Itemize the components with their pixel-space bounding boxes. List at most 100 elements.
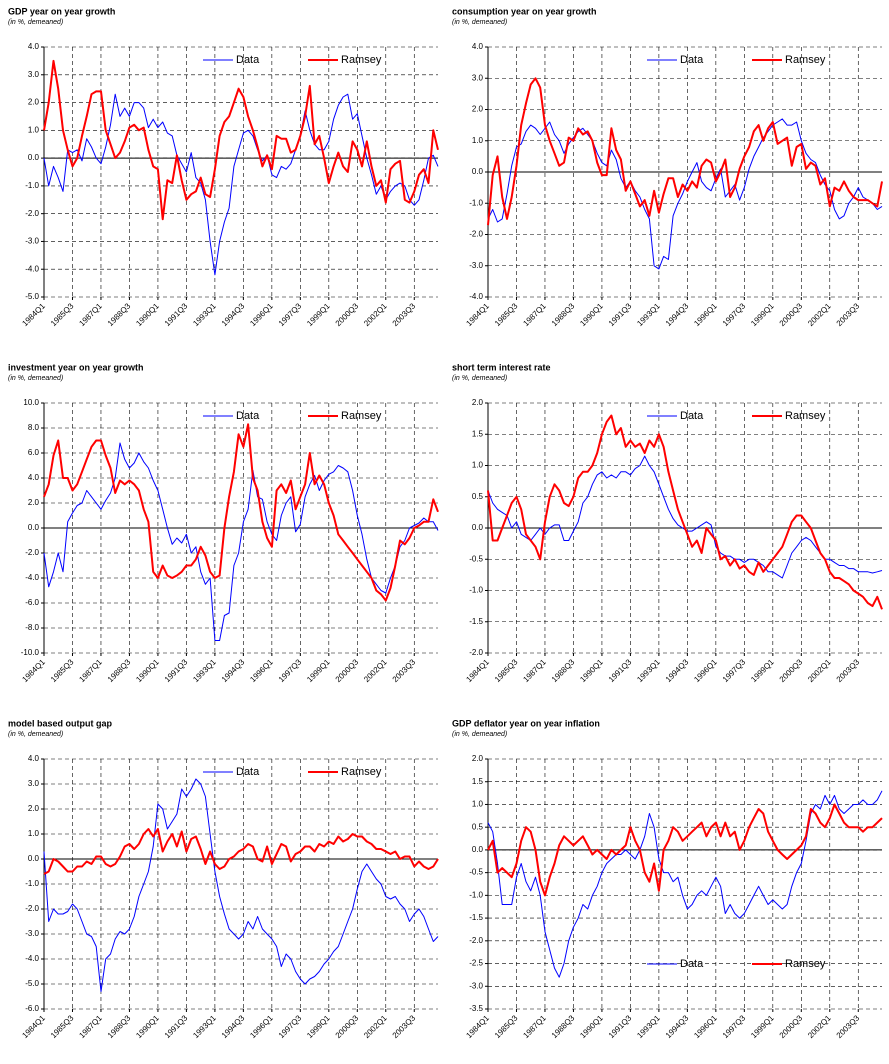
x-tick-label: 2000Q3 bbox=[778, 1013, 805, 1040]
x-tick-label: 1993Q1 bbox=[191, 301, 218, 328]
x-tick-label: 1996Q1 bbox=[248, 1013, 275, 1040]
y-tick-label: -3.5 bbox=[469, 1004, 483, 1013]
chart-panel: investment year on year growth (in %, dem… bbox=[8, 362, 439, 684]
y-tick-label: -10.0 bbox=[21, 648, 40, 657]
x-tick-label: 2002Q1 bbox=[362, 301, 389, 328]
series-line bbox=[43, 778, 439, 992]
y-tick-label: 2.0 bbox=[472, 105, 484, 114]
x-tick-label: 1988Q3 bbox=[550, 1013, 577, 1040]
x-tick-label: 1988Q3 bbox=[106, 1013, 133, 1040]
y-tick-label: 0.0 bbox=[472, 523, 484, 532]
x-tick-label: 1997Q3 bbox=[277, 301, 304, 328]
y-tick-label: 4.0 bbox=[28, 42, 40, 51]
x-tick-label: 1991Q3 bbox=[163, 301, 190, 328]
y-tick-label: -6.0 bbox=[25, 1004, 39, 1013]
x-tick-label: 2002Q1 bbox=[362, 1013, 389, 1040]
y-tick-label: -2.0 bbox=[25, 548, 39, 557]
x-tick-label: 1984Q1 bbox=[464, 657, 491, 684]
y-tick-label: 8.0 bbox=[28, 423, 40, 432]
y-tick-label: -0.5 bbox=[469, 554, 483, 563]
x-tick-label: 2002Q1 bbox=[806, 301, 833, 328]
x-tick-label: 1999Q1 bbox=[305, 657, 332, 684]
y-tick-label: -2.0 bbox=[25, 904, 39, 913]
y-tick-label: 0.5 bbox=[472, 492, 484, 501]
x-tick-label: 1996Q1 bbox=[692, 1013, 719, 1040]
chart-title: GDP deflator year on year inflation bbox=[452, 718, 600, 728]
legend-label: Data bbox=[680, 54, 704, 66]
x-tick-label: 1987Q1 bbox=[521, 301, 548, 328]
y-tick-label: 4.0 bbox=[472, 42, 484, 51]
x-tick-label: 2003Q3 bbox=[835, 301, 862, 328]
y-tick-label: -0.5 bbox=[469, 868, 483, 877]
y-tick-label: 1.0 bbox=[472, 461, 484, 470]
y-tick-label: 2.0 bbox=[28, 498, 40, 507]
x-tick-label: 1990Q1 bbox=[578, 1013, 605, 1040]
y-tick-label: -4.0 bbox=[469, 292, 483, 301]
x-tick-label: 1999Q1 bbox=[305, 1013, 332, 1040]
y-tick-label: -3.0 bbox=[25, 237, 39, 246]
x-tick-label: 1985Q3 bbox=[493, 1013, 520, 1040]
chart-panel: GDP deflator year on year inflation (in %… bbox=[452, 718, 883, 1040]
chart-title: investment year on year growth bbox=[8, 362, 144, 372]
x-tick-label: 1985Q3 bbox=[493, 301, 520, 328]
y-tick-label: -5.0 bbox=[25, 979, 39, 988]
y-tick-label: -1.0 bbox=[469, 198, 483, 207]
series-line bbox=[43, 93, 439, 276]
y-tick-label: -1.0 bbox=[25, 181, 39, 190]
y-tick-label: -4.0 bbox=[25, 264, 39, 273]
y-tick-label: 1.0 bbox=[472, 800, 484, 809]
x-tick-label: 1990Q1 bbox=[134, 657, 161, 684]
x-tick-label: 1993Q1 bbox=[635, 1013, 662, 1040]
y-tick-label: 10.0 bbox=[23, 398, 39, 407]
x-tick-label: 2002Q1 bbox=[362, 657, 389, 684]
y-tick-label: 0.0 bbox=[28, 153, 40, 162]
chart-title: short term interest rate bbox=[452, 362, 551, 372]
y-tick-label: 1.5 bbox=[472, 429, 484, 438]
x-tick-label: 1991Q3 bbox=[607, 301, 634, 328]
x-tick-label: 1994Q3 bbox=[664, 301, 691, 328]
x-tick-label: 1996Q1 bbox=[248, 657, 275, 684]
x-tick-label: 1993Q1 bbox=[635, 657, 662, 684]
y-tick-label: 3.0 bbox=[472, 73, 484, 82]
chart-subtitle: (in %, demeaned) bbox=[8, 19, 63, 26]
y-tick-label: 3.0 bbox=[28, 779, 40, 788]
y-tick-label: -4.0 bbox=[25, 954, 39, 963]
x-tick-label: 2000Q3 bbox=[334, 301, 361, 328]
x-tick-label: 2003Q3 bbox=[391, 657, 418, 684]
legend-label: Ramsey bbox=[341, 766, 382, 778]
x-tick-label: 1997Q3 bbox=[277, 1013, 304, 1040]
y-tick-label: 1.5 bbox=[472, 777, 484, 786]
x-tick-label: 1987Q1 bbox=[521, 657, 548, 684]
x-tick-label: 1999Q1 bbox=[749, 1013, 776, 1040]
y-tick-label: 6.0 bbox=[28, 448, 40, 457]
y-tick-label: 0.0 bbox=[472, 845, 484, 854]
x-tick-label: 1987Q1 bbox=[77, 1013, 104, 1040]
y-tick-label: -2.0 bbox=[469, 936, 483, 945]
x-tick-label: 1988Q3 bbox=[106, 657, 133, 684]
x-tick-label: 1997Q3 bbox=[721, 301, 748, 328]
y-tick-label: 3.0 bbox=[28, 70, 40, 79]
y-tick-label: -6.0 bbox=[25, 598, 39, 607]
x-tick-label: 1999Q1 bbox=[749, 657, 776, 684]
y-tick-label: -1.0 bbox=[469, 890, 483, 899]
x-tick-label: 1984Q1 bbox=[20, 1013, 47, 1040]
x-tick-label: 1988Q3 bbox=[106, 301, 133, 328]
y-tick-label: -2.5 bbox=[469, 959, 483, 968]
x-tick-label: 2003Q3 bbox=[391, 301, 418, 328]
x-tick-label: 1991Q3 bbox=[163, 1013, 190, 1040]
y-tick-label: -2.0 bbox=[469, 230, 483, 239]
x-tick-label: 1985Q3 bbox=[49, 657, 76, 684]
y-tick-label: 0.0 bbox=[28, 523, 40, 532]
y-tick-label: 4.0 bbox=[28, 473, 40, 482]
x-tick-label: 1985Q3 bbox=[493, 657, 520, 684]
x-tick-label: 1996Q1 bbox=[248, 301, 275, 328]
x-tick-label: 1993Q1 bbox=[635, 301, 662, 328]
chart-panel: consumption year on year growth (in %, de… bbox=[452, 6, 883, 328]
legend-label: Data bbox=[680, 410, 704, 422]
series-line bbox=[487, 790, 883, 978]
y-tick-label: -1.5 bbox=[469, 913, 483, 922]
chart-panel: model based output gap (in %, demeaned) -6… bbox=[8, 718, 439, 1040]
series-line bbox=[43, 442, 439, 641]
chart-panel: short term interest rate (in %, demeaned)… bbox=[452, 362, 883, 684]
x-tick-label: 1997Q3 bbox=[277, 657, 304, 684]
